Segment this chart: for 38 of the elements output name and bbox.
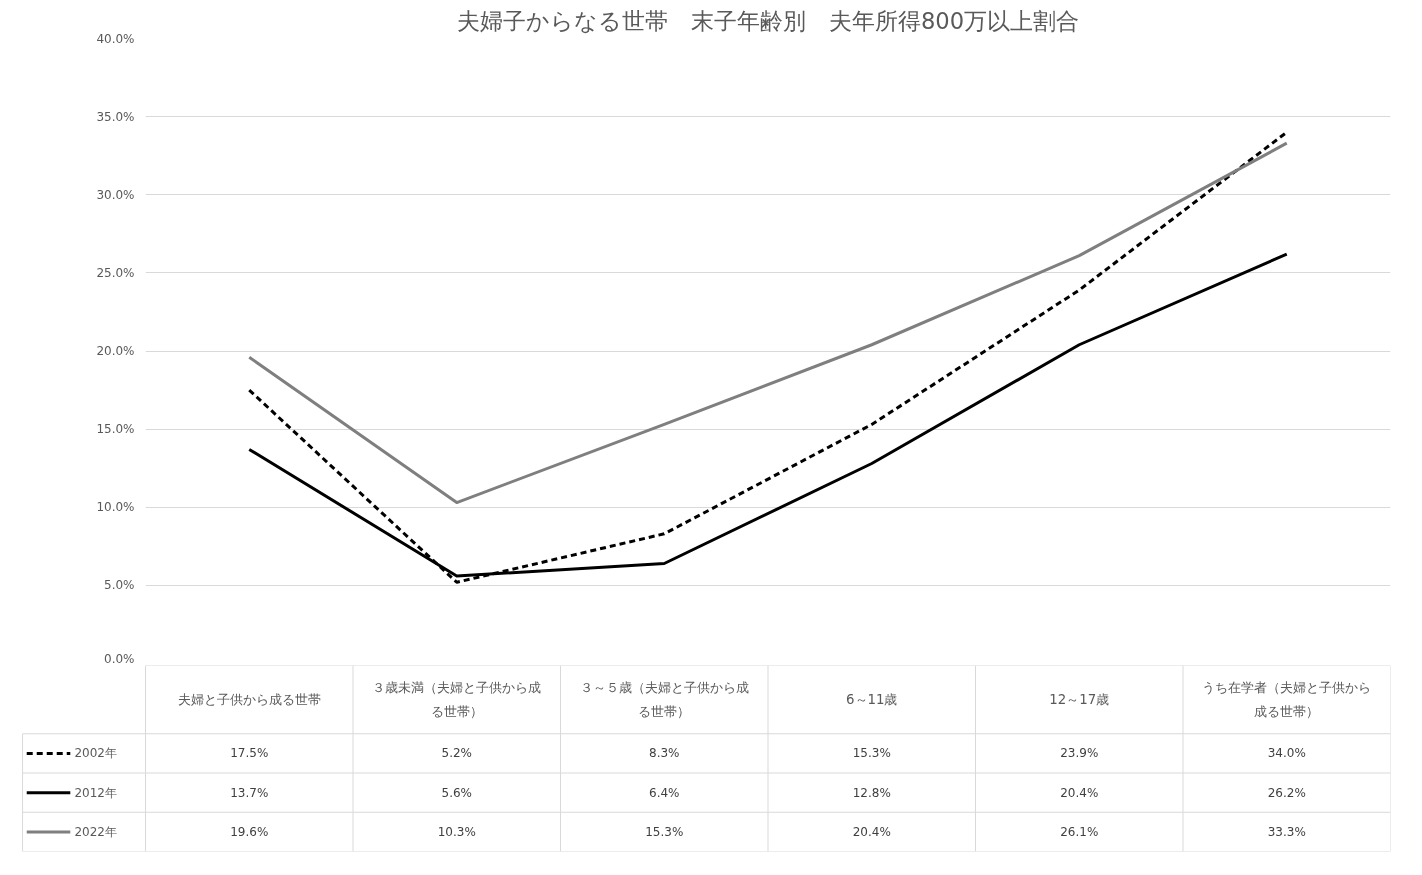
y-tick-label: 0.0% xyxy=(104,651,135,666)
data-label: 19.6% xyxy=(230,824,269,839)
y-tick-label: 35.0% xyxy=(96,109,135,124)
chart-title: 夫婦子からなる世帯 末子年齢別 夫年所得800万以上割合 xyxy=(456,7,1080,34)
data-label: 26.1% xyxy=(1060,824,1099,839)
data-label: 6.4% xyxy=(649,785,680,800)
y-tick-label: 10.0% xyxy=(96,500,135,515)
y-tick-label: 5.0% xyxy=(104,578,135,593)
data-label: 5.2% xyxy=(441,746,473,761)
data-label: 10.3% xyxy=(437,824,476,839)
legend-label: 2022年 xyxy=(74,824,117,839)
data-label: 23.9% xyxy=(1060,746,1099,761)
y-tick-label: 40.0% xyxy=(96,31,135,46)
x-tick-label: 夫婦と子供から成る世帯 xyxy=(177,692,321,708)
x-tick-label: ３歳未満（夫婦と子供から成る世帯） xyxy=(372,680,542,720)
line-series xyxy=(247,141,1289,505)
y-tick-label: 30.0% xyxy=(96,187,135,202)
data-label: 34.0% xyxy=(1267,746,1306,761)
y-tick-label: 20.0% xyxy=(96,344,135,358)
x-tick-label: 12～17歳 xyxy=(1049,692,1110,708)
legend-label: 2012年 xyxy=(74,785,117,800)
y-tick-label: 25.0% xyxy=(96,265,135,280)
x-tick-label: 6～11歳 xyxy=(846,692,898,708)
data-label: 33.3% xyxy=(1267,824,1306,839)
data-label: 26.2% xyxy=(1267,785,1306,800)
data-label: 15.3% xyxy=(645,824,684,839)
x-tick-label: ３～５歳（夫婦と子供から成る世帯） xyxy=(579,680,749,720)
data-label: 13.7% xyxy=(230,785,269,800)
data-label: 5.6% xyxy=(441,785,473,800)
data-label: 15.3% xyxy=(852,746,891,761)
y-tick-label: 15.0% xyxy=(96,422,135,437)
legend-label: 2002年 xyxy=(74,746,117,761)
data-label: 20.4% xyxy=(852,824,891,839)
data-label: 12.8% xyxy=(852,785,891,800)
data-label: 8.3% xyxy=(649,746,680,761)
x-tick-label: うち在学者（夫婦と子供から成る世帯） xyxy=(1202,680,1372,720)
data-label: 17.5% xyxy=(230,746,269,761)
data-label: 20.4% xyxy=(1060,785,1099,800)
